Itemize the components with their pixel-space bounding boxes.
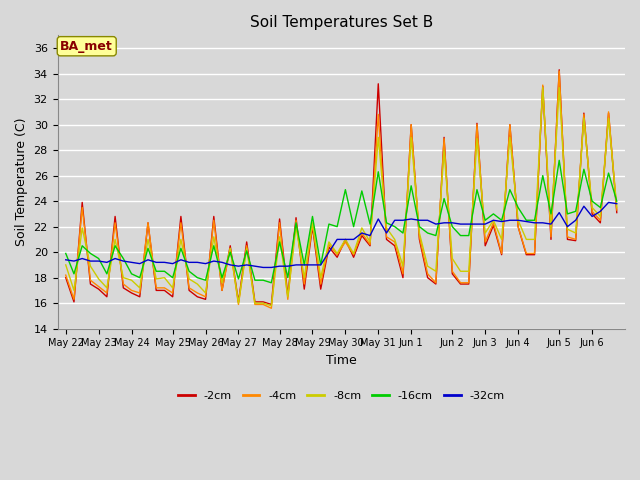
Y-axis label: Soil Temperature (C): Soil Temperature (C): [15, 118, 28, 246]
-4cm: [440, 136, 448, 142]
-16cm: [62, 251, 70, 256]
-2cm: [572, 238, 579, 243]
-32cm: [506, 217, 514, 223]
-8cm: [268, 303, 275, 309]
-8cm: [572, 230, 579, 236]
-2cm: [564, 237, 572, 242]
-2cm: [556, 67, 563, 72]
-32cm: [572, 217, 579, 223]
-32cm: [613, 201, 621, 206]
-4cm: [268, 305, 275, 311]
-16cm: [440, 196, 448, 202]
-8cm: [613, 204, 621, 210]
Line: -16cm: -16cm: [66, 160, 617, 283]
-16cm: [506, 187, 514, 192]
-2cm: [62, 275, 70, 280]
-2cm: [268, 301, 275, 307]
-16cm: [556, 157, 563, 163]
-8cm: [564, 226, 572, 232]
-16cm: [613, 198, 621, 204]
-32cm: [556, 210, 563, 216]
-8cm: [539, 85, 547, 91]
-32cm: [605, 200, 612, 205]
-4cm: [62, 272, 70, 278]
-32cm: [259, 264, 267, 270]
-32cm: [440, 220, 448, 226]
-16cm: [564, 211, 572, 217]
-2cm: [580, 110, 588, 116]
-2cm: [465, 281, 472, 287]
Line: -32cm: -32cm: [66, 203, 617, 267]
-16cm: [580, 167, 588, 172]
-4cm: [580, 111, 588, 117]
-16cm: [268, 280, 275, 286]
-4cm: [613, 207, 621, 213]
Line: -8cm: -8cm: [66, 88, 617, 306]
Line: -2cm: -2cm: [66, 70, 617, 304]
Legend: -2cm, -4cm, -8cm, -16cm, -32cm: -2cm, -4cm, -8cm, -16cm, -32cm: [173, 386, 509, 405]
-2cm: [440, 134, 448, 140]
-2cm: [506, 122, 514, 128]
-8cm: [580, 115, 588, 121]
-8cm: [506, 134, 514, 140]
X-axis label: Time: Time: [326, 354, 356, 367]
-16cm: [465, 233, 472, 239]
-4cm: [506, 122, 514, 128]
-4cm: [564, 234, 572, 240]
-32cm: [62, 257, 70, 263]
-4cm: [465, 280, 472, 286]
-32cm: [564, 224, 572, 229]
-2cm: [613, 210, 621, 216]
-32cm: [465, 221, 472, 227]
-4cm: [556, 68, 563, 74]
-4cm: [572, 237, 579, 242]
-16cm: [572, 208, 579, 214]
Title: Soil Temperatures Set B: Soil Temperatures Set B: [250, 15, 433, 30]
Line: -4cm: -4cm: [66, 71, 617, 308]
-8cm: [440, 147, 448, 153]
-8cm: [465, 268, 472, 274]
-8cm: [62, 262, 70, 268]
Text: BA_met: BA_met: [60, 40, 113, 53]
